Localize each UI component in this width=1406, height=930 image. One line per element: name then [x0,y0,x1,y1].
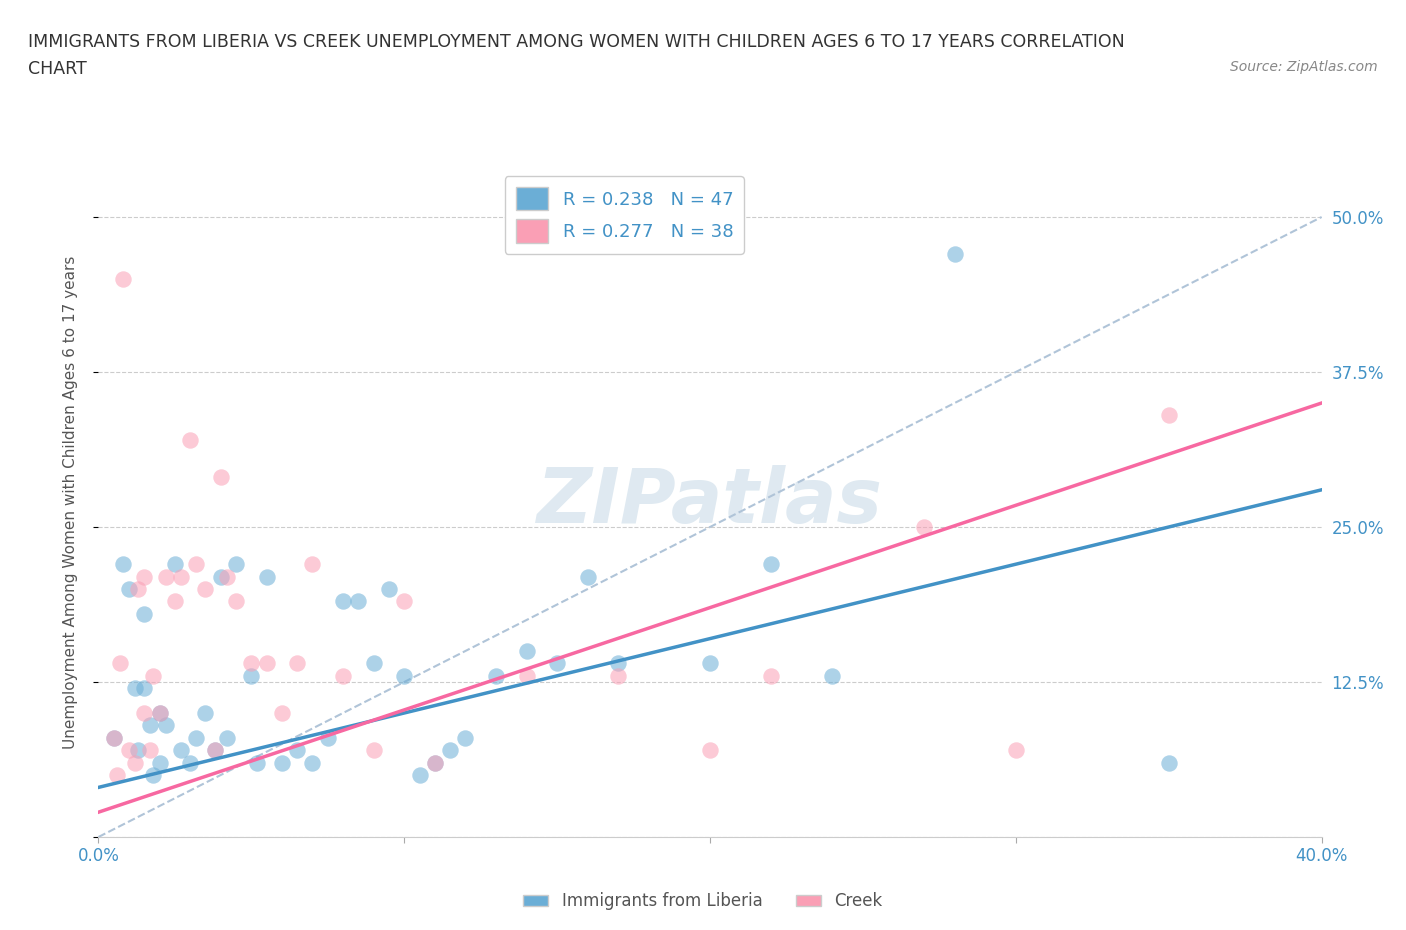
Point [363,743,385,758]
Point [142,767,165,782]
Point [485,669,508,684]
Point [225,557,247,572]
Point [186,557,208,572]
Point [408,767,430,782]
Text: ZIPatlas: ZIPatlas [537,465,883,539]
Point [699,743,721,758]
Point [270,755,292,770]
Point [347,594,370,609]
Point [142,669,165,684]
Point [179,755,201,770]
Point [215,569,238,584]
Point [170,743,193,758]
Point [149,706,172,721]
Point [392,594,416,609]
Point [127,743,149,758]
Point [134,569,156,584]
Point [516,644,538,658]
Text: Source: ZipAtlas.com: Source: ZipAtlas.com [1230,60,1378,74]
Point [209,470,232,485]
Point [423,755,446,770]
Point [1157,408,1180,423]
Point [204,743,226,758]
Point [155,718,177,733]
Point [516,669,538,684]
Point [699,656,721,671]
Point [256,569,278,584]
Point [759,669,782,684]
Point [240,656,263,671]
Point [256,656,278,671]
Point [118,581,141,596]
Point [149,755,172,770]
Point [821,669,844,684]
Point [209,569,232,584]
Point [170,569,193,584]
Point [134,606,156,621]
Point [108,656,131,671]
Point [1004,743,1026,758]
Point [139,743,162,758]
Point [316,730,339,745]
Point [912,520,935,535]
Point [285,656,308,671]
Point [134,706,156,721]
Point [576,569,599,584]
Point [139,718,162,733]
Point [454,730,477,745]
Point [301,557,323,572]
Point [127,581,149,596]
Point [111,272,134,286]
Point [332,594,354,609]
Point [423,755,446,770]
Legend: R = 0.238   N = 47, R = 0.277   N = 38: R = 0.238 N = 47, R = 0.277 N = 38 [505,177,744,254]
Point [363,656,385,671]
Point [194,581,217,596]
Point [378,581,401,596]
Point [607,656,630,671]
Point [163,557,186,572]
Point [240,669,263,684]
Text: IMMIGRANTS FROM LIBERIA VS CREEK UNEMPLOYMENT AMONG WOMEN WITH CHILDREN AGES 6 T: IMMIGRANTS FROM LIBERIA VS CREEK UNEMPLO… [28,33,1125,50]
Point [194,706,217,721]
Point [285,743,308,758]
Point [155,569,177,584]
Point [103,730,125,745]
Point [225,594,247,609]
Point [111,557,134,572]
Point [204,743,226,758]
Point [124,755,146,770]
Point [124,681,146,696]
Point [759,557,782,572]
Point [1157,755,1180,770]
Y-axis label: Unemployment Among Women with Children Ages 6 to 17 years: Unemployment Among Women with Children A… [63,256,77,749]
Point [118,743,141,758]
Text: CHART: CHART [28,60,87,78]
Point [392,669,416,684]
Point [186,730,208,745]
Point [546,656,568,671]
Point [246,755,269,770]
Point [103,730,125,745]
Point [607,669,630,684]
Point [301,755,323,770]
Point [134,681,156,696]
Point [179,432,201,447]
Point [439,743,461,758]
Point [105,767,128,782]
Point [215,730,238,745]
Point [163,594,186,609]
Point [943,246,966,261]
Point [149,706,172,721]
Legend: Immigrants from Liberia, Creek: Immigrants from Liberia, Creek [517,885,889,917]
Point [332,669,354,684]
Point [270,706,292,721]
